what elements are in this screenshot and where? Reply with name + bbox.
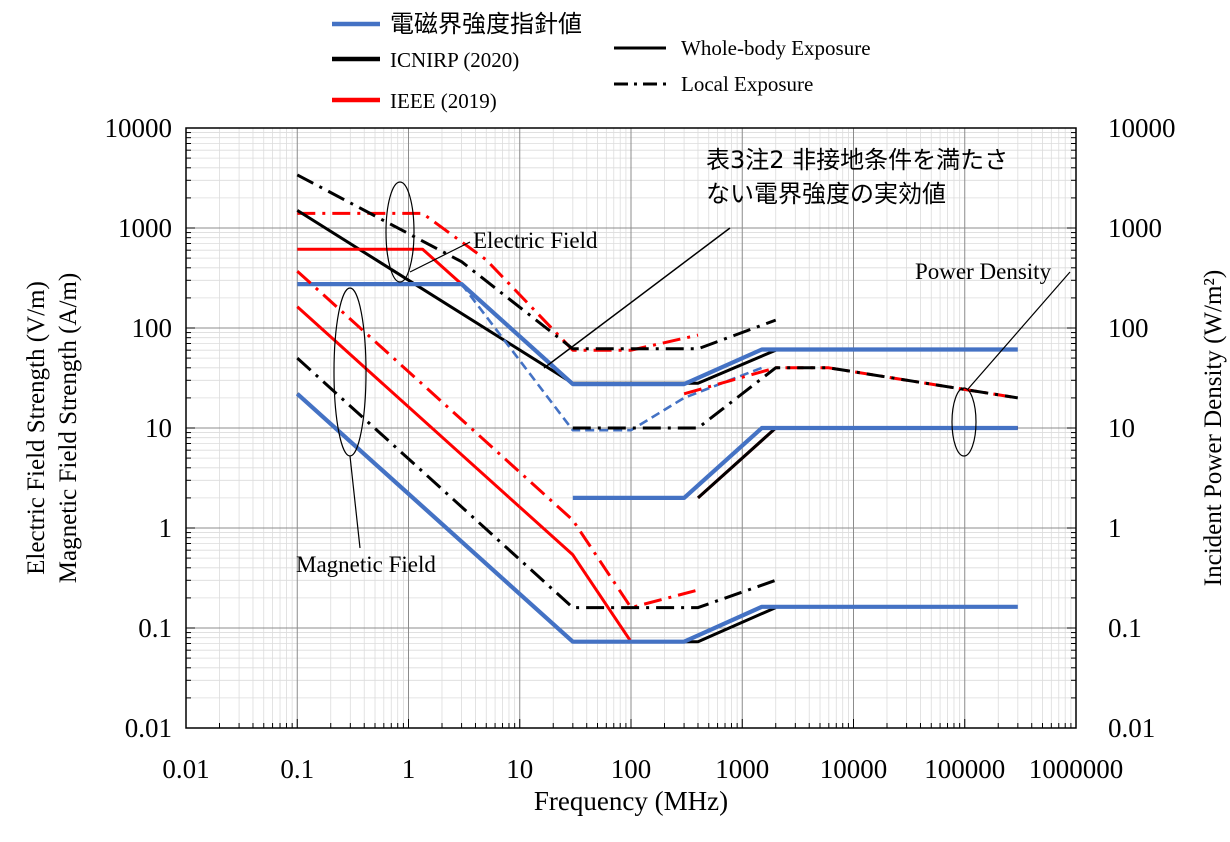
- legend: 電磁界強度指針値 ICNIRP (2020) IEEE (2019) Whole-bo…: [332, 10, 871, 113]
- y-axis-label-electric: Electric Field Strength (V/m): [23, 281, 50, 575]
- y-tick-label-right: 1000: [1108, 213, 1162, 243]
- x-tick-label: 0.01: [162, 754, 209, 784]
- y-tick-label-right: 100: [1108, 313, 1149, 343]
- series-line-electric-4: [297, 282, 1018, 387]
- x-tick-label: 0.1: [280, 754, 314, 784]
- electric-field-ellipse: [385, 181, 415, 283]
- y-tick-label-left: 0.01: [125, 713, 172, 743]
- y-tick-label-left: 10: [145, 413, 172, 443]
- legend-label-0: 電磁界強度指針値: [390, 10, 582, 38]
- y-tick-label-right: 0.1: [1108, 613, 1142, 643]
- axes: 0.01 0.1 1 10 100 1000 10000 100000 1000000 0.01 0…: [105, 113, 1176, 784]
- series-layer: [295, 173, 1019, 644]
- y-tick-label-right: 10: [1108, 413, 1135, 443]
- x-axis-label: Frequency (MHz): [534, 786, 728, 816]
- x-tick-label: 100: [611, 754, 652, 784]
- series-line-electric-1: [296, 173, 777, 351]
- y-tick-label-left: 1000: [118, 213, 172, 243]
- power-density-leader: [967, 271, 1071, 390]
- y-axis-label-magnetic: Magnetic Field Strength (A/m): [55, 273, 82, 583]
- electric-field-leader: [409, 241, 471, 273]
- y-tick-label-left: 0.1: [138, 613, 172, 643]
- x-tick-label: 1: [402, 754, 416, 784]
- series-line-power-10: [572, 425, 1018, 500]
- note-leader-line: [543, 227, 731, 369]
- y-tick-label-right: 10000: [1108, 113, 1176, 143]
- y-axis-label-right: Incident Power Density (W/m²): [1200, 270, 1227, 586]
- power-density-label: Power Density: [915, 259, 1052, 284]
- note-label-line2: ない電界強度の実効値: [706, 180, 946, 208]
- x-tick-label: 10: [506, 754, 533, 784]
- y-tick-label-right: 1: [1108, 513, 1122, 543]
- x-tick-label: 1000000: [1029, 754, 1124, 784]
- legend-label-1: ICNIRP (2020): [390, 48, 519, 72]
- x-tick-label: 10000: [820, 754, 888, 784]
- series-line-magnetic-12: [296, 305, 633, 643]
- y-tick-label-left: 10000: [105, 113, 173, 143]
- series-line-magnetic-13: [296, 356, 777, 610]
- y-tick-label-right: 0.01: [1108, 713, 1155, 743]
- series-line-electric-5: [460, 283, 763, 432]
- power-density-ellipse: [951, 387, 977, 457]
- x-tick-label: 1000: [715, 754, 769, 784]
- y-tick-label-left: 1: [159, 513, 173, 543]
- series-line-electric-3: [297, 247, 463, 286]
- legend-style-label-0: Whole-body Exposure: [681, 36, 871, 60]
- note-label-line1: 表3注2 非接地条件を満たさ: [706, 146, 1008, 174]
- electric-field-label: Electric Field: [473, 228, 598, 253]
- legend-label-2: IEEE (2019): [390, 89, 497, 113]
- magnetic-field-label: Magnetic Field: [296, 552, 436, 577]
- legend-style-label-1: Local Exposure: [681, 72, 813, 96]
- series-line-electric-7: [572, 366, 1019, 430]
- y-tick-label-left: 100: [132, 313, 173, 343]
- x-tick-label: 100000: [924, 754, 1005, 784]
- magnetic-field-leader: [349, 455, 361, 549]
- series-line-magnetic-11: [296, 270, 699, 610]
- series-line-magnetic-15: [295, 392, 1018, 644]
